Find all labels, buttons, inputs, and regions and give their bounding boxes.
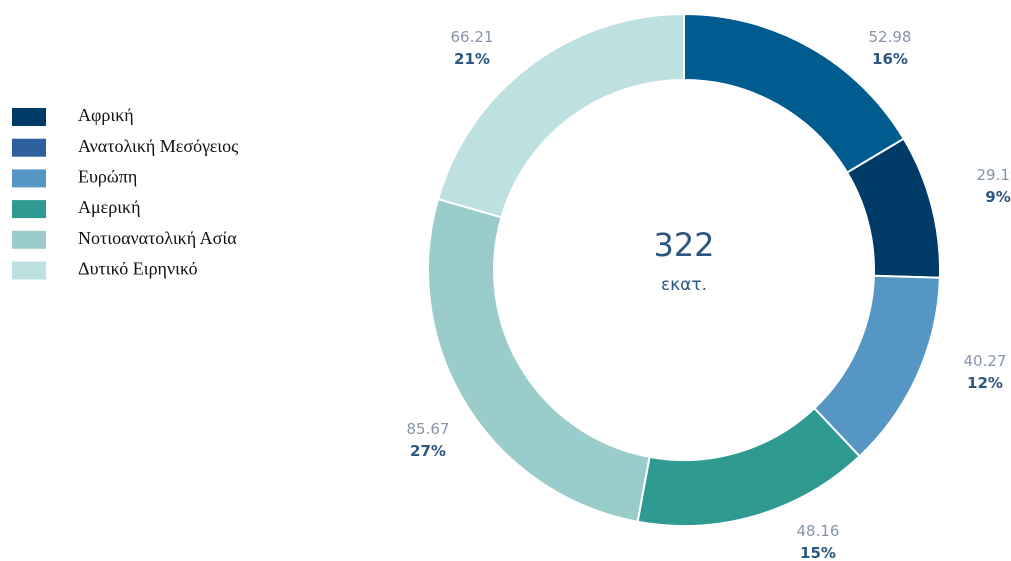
legend-swatch (12, 138, 46, 157)
donut-slice (636, 406, 862, 527)
legend-swatch (12, 108, 46, 126)
value-label: 48.16 (797, 522, 840, 540)
percent-label: 21% (454, 50, 490, 68)
legend-label: Νοτιοανατολική Ασία (78, 228, 237, 248)
center-value: 322 (653, 226, 714, 264)
value-label: 66.21 (451, 28, 494, 46)
percent-label: 16% (872, 50, 908, 68)
legend-label: Αμερική (78, 197, 141, 217)
legend-label: Ανατολική Μεσόγειος (78, 136, 238, 156)
value-label: 29.19 (977, 166, 1011, 184)
value-label: 40.27 (964, 352, 1007, 370)
legend-label: Ευρώπη (78, 167, 137, 187)
percent-label: 9% (985, 188, 1010, 206)
legend-swatch (12, 200, 46, 219)
donut-slice (436, 12, 685, 219)
donut-slice (427, 197, 651, 523)
percent-label: 12% (967, 374, 1003, 392)
legend-swatch (12, 169, 46, 188)
center-unit: εκατ. (661, 275, 707, 295)
legend-label: Αφρική (78, 105, 134, 125)
legend-swatch (12, 261, 46, 280)
percent-label: 27% (410, 442, 446, 460)
value-label: 85.67 (407, 420, 450, 438)
legend-label: Δυτικό Ειρηνικό (78, 259, 198, 279)
value-label: 52.98 (869, 28, 912, 46)
percent-label: 15% (800, 544, 836, 561)
legend-swatch (12, 230, 46, 249)
